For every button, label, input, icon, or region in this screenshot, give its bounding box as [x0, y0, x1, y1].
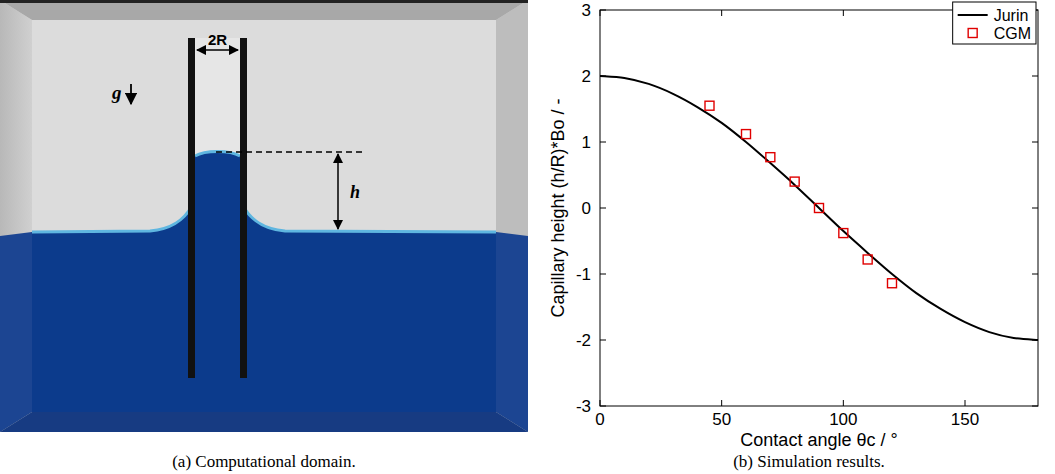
y-tick-label: 0 [582, 199, 591, 218]
panel-caption: (b) Simulation results. [733, 452, 885, 471]
top-edge [0, 0, 528, 3]
x-tick-label: 0 [595, 410, 604, 429]
legend-box [953, 2, 1036, 44]
liquid-right-wall [496, 232, 528, 432]
data-point [742, 130, 751, 139]
data-point [888, 279, 897, 288]
y-tick [600, 406, 606, 407]
tube-interior [195, 38, 240, 378]
y-tick [1032, 274, 1038, 275]
liquid-pool [32, 206, 496, 412]
y-tick-label: -1 [576, 265, 591, 284]
height-label: h [350, 182, 360, 202]
x-tick [721, 400, 722, 406]
x-axis-title: Contact angle θc / ° [740, 430, 897, 450]
data-point [863, 255, 872, 264]
x-tick [721, 10, 722, 16]
width-arrow [197, 49, 238, 51]
y-tick [600, 208, 606, 209]
legend-swatch [958, 14, 988, 16]
x-tick-label: 50 [712, 410, 731, 429]
tube-wall [188, 38, 195, 378]
liquid-left-wall [0, 232, 32, 432]
data-point [705, 101, 714, 110]
chart-panel: -3 -2 -1 0 1 2 3 0 50 100 150 Contact angle θc / ° C… [548, 1, 1038, 471]
y-tick [1032, 76, 1038, 77]
data-point [815, 204, 824, 213]
data-point [839, 229, 848, 238]
liquid-interface [32, 206, 496, 232]
domain-panel: 2R g h (a) Computational domain. [0, 0, 528, 471]
gravity-label: g [111, 82, 122, 103]
x-tick [965, 400, 966, 406]
x-tick [843, 400, 844, 406]
top-wall [0, 0, 528, 20]
width-label: 2R [208, 31, 227, 48]
x-tick-label: 100 [829, 410, 857, 429]
y-tick [600, 10, 606, 11]
back-wall [32, 20, 496, 412]
plot-frame [600, 10, 1038, 406]
y-tick [1032, 142, 1038, 143]
y-tick [1032, 208, 1038, 209]
x-tick [600, 400, 601, 406]
y-tick-label: 2 [582, 67, 591, 86]
y-tick-label: -3 [576, 397, 591, 416]
y-tick [600, 340, 606, 341]
legend: JurinCGM [953, 2, 1036, 44]
height-arrow [337, 154, 339, 229]
series-line [600, 76, 1038, 340]
tube-wall [240, 38, 247, 378]
x-tick-label: 150 [951, 410, 979, 429]
y-axis-title: Capillary height (h/R)*Bo / - [548, 98, 568, 317]
x-tick [843, 10, 844, 16]
y-tick-label: 3 [582, 1, 591, 20]
y-tick-label: -2 [576, 331, 591, 350]
y-tick [1032, 406, 1038, 407]
liquid-floor [0, 412, 528, 432]
data-point [766, 153, 775, 162]
left-wall [0, 0, 32, 432]
plot-marks [600, 76, 1038, 340]
y-tick-label: 1 [582, 133, 591, 152]
legend-label: CGM [994, 25, 1031, 42]
panel-caption: (a) Computational domain. [172, 452, 356, 471]
figure: 2R g h (a) Computational domain. -3 -2 -1 0 1 2 3 0… [0, 0, 1055, 474]
right-wall [496, 0, 528, 432]
data-point [790, 177, 799, 186]
legend-label: Jurin [994, 7, 1029, 24]
y-tick [600, 274, 606, 275]
gravity-arrow [130, 84, 132, 104]
x-tick [600, 10, 601, 16]
y-tick [600, 142, 606, 143]
legend-swatch [968, 29, 977, 38]
tube-liquid [195, 152, 240, 379]
domain-frame [0, 0, 528, 432]
height-dash [216, 151, 366, 152]
